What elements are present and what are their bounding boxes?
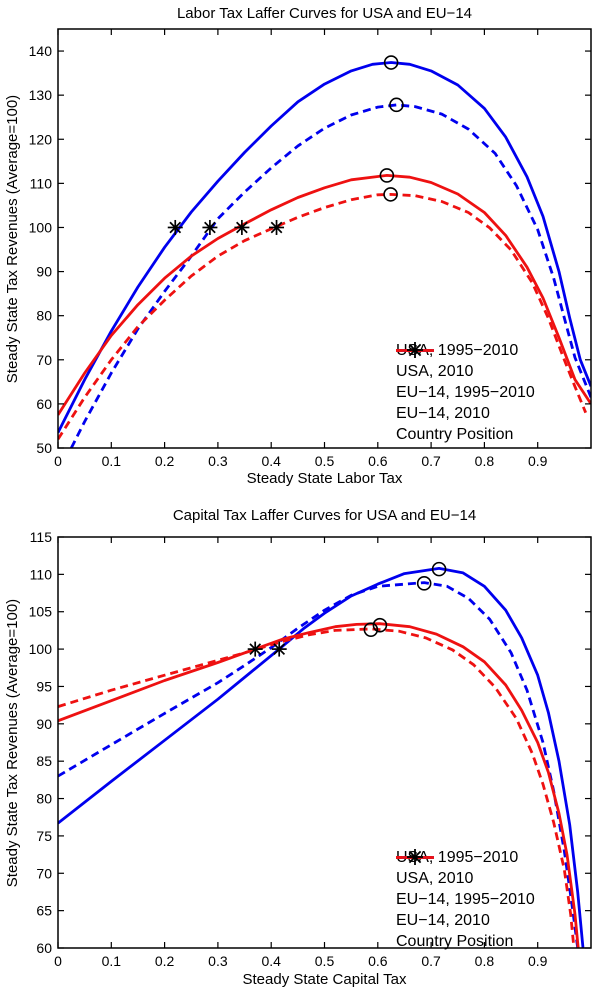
capital-chart-ylabel: Steady State Tax Revenues (Average=100) [4, 598, 21, 888]
series-curve-3 [58, 627, 576, 948]
capital-chart-xlabel: Steady State Capital Tax [242, 971, 407, 988]
x-tick-label: 0.7 [421, 453, 441, 469]
x-tick-label: 0.9 [528, 453, 548, 469]
series-curve-2 [58, 174, 591, 416]
x-tick-label: 0.1 [102, 453, 122, 469]
y-tick-label: 50 [36, 440, 52, 456]
peak-circle-marker [383, 187, 398, 202]
country-position-asterisk-icon [269, 219, 285, 235]
y-tick-label: 95 [36, 678, 52, 694]
series-curve-1 [70, 103, 591, 448]
y-tick-label: 60 [36, 396, 52, 412]
country-position-asterisk-icon [271, 641, 287, 657]
legend-label: USA, 1995−2010 [396, 341, 519, 359]
x-tick-label: 0.4 [261, 453, 281, 469]
y-tick-label: 90 [36, 716, 52, 732]
x-tick-label: 0.9 [528, 953, 548, 969]
y-tick-label: 90 [36, 264, 52, 280]
y-tick-label: 110 [30, 566, 53, 582]
y-tick-label: 115 [30, 529, 53, 545]
labor-chart-ylabel: Steady State Tax Revenues (Average=100) [4, 94, 21, 384]
legend-label: Country Position [396, 932, 514, 950]
legend-label: Country Position [396, 425, 514, 443]
legend-item: USA, 2010 [396, 349, 535, 382]
x-tick-label: 0.2 [155, 953, 175, 969]
legend-item: EU−14, 1995−2010 [396, 349, 535, 403]
legend-sample-line [396, 349, 434, 352]
peak-circle-marker [372, 617, 388, 633]
country-position-asterisk-icon [247, 641, 263, 657]
legend-label: USA, 2010 [396, 362, 474, 380]
y-tick-label: 85 [36, 753, 52, 769]
y-tick-label: 70 [36, 865, 52, 881]
x-tick-label: 0.8 [475, 953, 495, 969]
legend-label: EU−14, 2010 [396, 911, 490, 929]
y-tick-label: 60 [36, 940, 52, 956]
series-curve-0 [58, 567, 585, 948]
x-tick-label: 0.6 [368, 953, 388, 969]
x-tick-label: 0 [54, 953, 62, 969]
legend-item: Country Position [396, 849, 535, 952]
legend-label: USA, 1995−2010 [396, 848, 519, 866]
y-tick-label: 80 [36, 308, 52, 324]
legend-item: Country Position [396, 342, 535, 445]
peak-circle-marker [389, 97, 404, 113]
labor-chart-legend: USA, 1995−2010 USA, 2010 EU−14, 1995−2010 E… [396, 340, 535, 445]
x-tick-label: 0.3 [208, 453, 228, 469]
legend-item: EU−14, 1995−2010 [396, 856, 535, 910]
y-tick-label: 140 [29, 43, 53, 59]
legend-label: EU−14, 1995−2010 [396, 383, 535, 401]
legend-item: EU−14, 2010 [396, 349, 535, 424]
y-tick-label: 80 [36, 791, 52, 807]
peak-circle-marker [383, 55, 399, 70]
x-tick-label: 0.6 [368, 453, 388, 469]
series-curve-0 [58, 61, 591, 434]
peak-circle-marker [431, 561, 447, 577]
peak-circle-marker [416, 576, 432, 591]
series-curve-3 [58, 193, 587, 440]
legend-asterisk-sample [407, 342, 423, 358]
legend-label: EU−14, 1995−2010 [396, 890, 535, 908]
legend-sample-line [396, 856, 434, 859]
legend-label: USA, 2010 [396, 869, 474, 887]
peak-circle-marker [379, 168, 395, 183]
y-tick-label: 120 [29, 131, 53, 147]
x-tick-label: 0.5 [315, 953, 335, 969]
x-tick-label: 0.4 [261, 953, 281, 969]
y-tick-label: 70 [36, 352, 52, 368]
legend-item: EU−14, 2010 [396, 856, 535, 931]
x-tick-label: 0.1 [102, 953, 122, 969]
y-tick-label: 75 [36, 828, 52, 844]
x-tick-label: 0.2 [155, 453, 175, 469]
x-tick-label: 0.5 [315, 453, 335, 469]
y-tick-label: 100 [29, 641, 53, 657]
y-tick-label: 110 [30, 175, 53, 191]
x-tick-label: 0 [54, 453, 62, 469]
x-tick-label: 0.8 [475, 453, 495, 469]
y-tick-label: 65 [36, 903, 52, 919]
y-tick-label: 105 [29, 604, 53, 620]
y-tick-label: 130 [29, 87, 53, 103]
capital-chart-legend: USA, 1995−2010 USA, 2010 EU−14, 1995−2010 E… [396, 847, 535, 952]
labor-chart-xlabel: Steady State Labor Tax [246, 470, 403, 487]
country-position-asterisk-icon [234, 219, 250, 235]
labor-chart-title: Labor Tax Laffer Curves for USA and EU−1… [176, 5, 473, 22]
y-tick-label: 100 [29, 219, 53, 235]
peak-circle-marker [363, 622, 379, 637]
country-position-asterisk-icon [167, 219, 183, 235]
country-position-asterisk-icon [202, 219, 218, 235]
x-tick-label: 0.7 [421, 953, 441, 969]
x-tick-label: 0.3 [208, 953, 228, 969]
legend-item: USA, 2010 [396, 856, 535, 889]
capital-chart-title: Capital Tax Laffer Curves for USA and EU… [172, 507, 477, 524]
legend-asterisk-sample [407, 849, 423, 865]
legend-label: EU−14, 2010 [396, 404, 490, 422]
